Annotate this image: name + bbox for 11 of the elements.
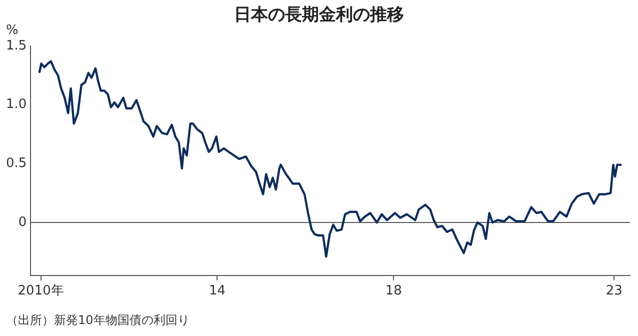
x-tick-label: 14	[208, 284, 226, 299]
y-tick-label: 0.5	[6, 156, 27, 172]
x-tick-label: 23	[606, 284, 622, 299]
chart-title: 日本の長期金利の推移	[234, 5, 404, 25]
x-tick-label: 2010年	[18, 284, 64, 299]
text: （出所）新発10年物国債の利回り	[6, 312, 190, 329]
y-axis-title: %	[6, 22, 18, 38]
x-tick-label: 18	[385, 284, 402, 299]
y-tick-label: 0	[18, 214, 27, 230]
y-tick-label: 1.5	[6, 38, 27, 54]
y-tick-label: 1.0	[6, 97, 27, 112]
